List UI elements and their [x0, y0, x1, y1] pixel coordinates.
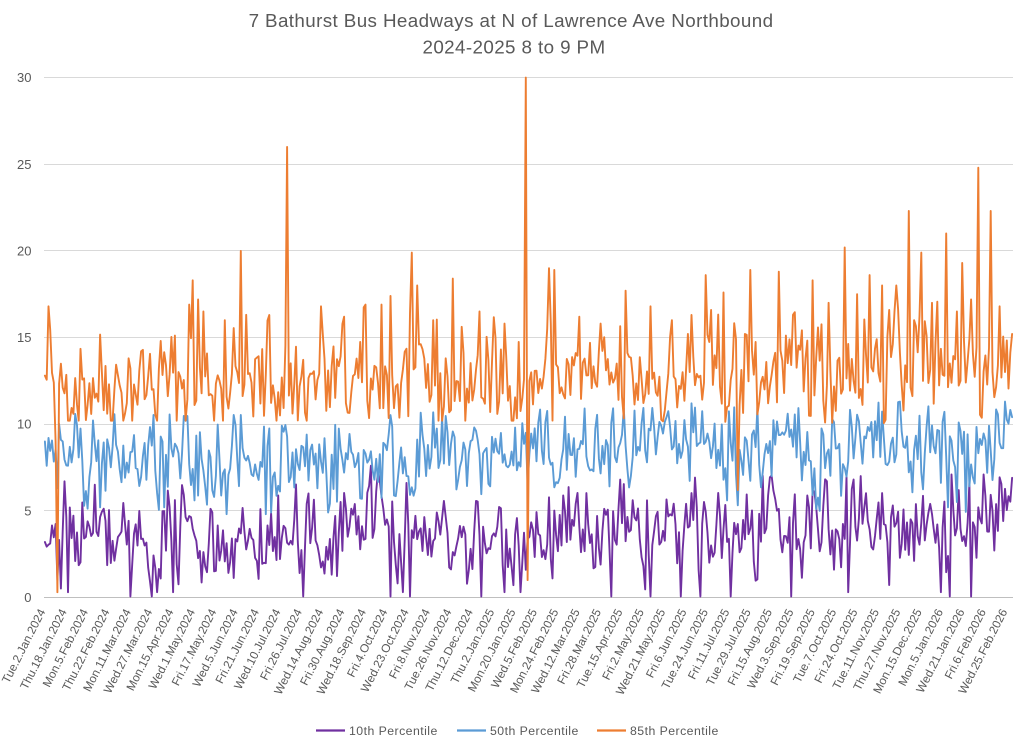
svg-text:20: 20: [17, 244, 31, 259]
svg-text:5: 5: [24, 503, 31, 518]
svg-text:25: 25: [17, 157, 31, 172]
svg-text:7 Bathurst Bus Headways at N o: 7 Bathurst Bus Headways at N of Lawrence…: [249, 10, 774, 31]
svg-text:15: 15: [17, 330, 31, 345]
svg-text:10: 10: [17, 417, 31, 432]
svg-text:30: 30: [17, 70, 31, 85]
svg-text:50th Percentile: 50th Percentile: [490, 724, 579, 738]
svg-text:85th Percentile: 85th Percentile: [630, 724, 719, 738]
svg-text:2024-2025 8 to 9 PM: 2024-2025 8 to 9 PM: [422, 37, 605, 58]
svg-text:10th Percentile: 10th Percentile: [349, 724, 438, 738]
svg-text:0: 0: [24, 590, 31, 605]
